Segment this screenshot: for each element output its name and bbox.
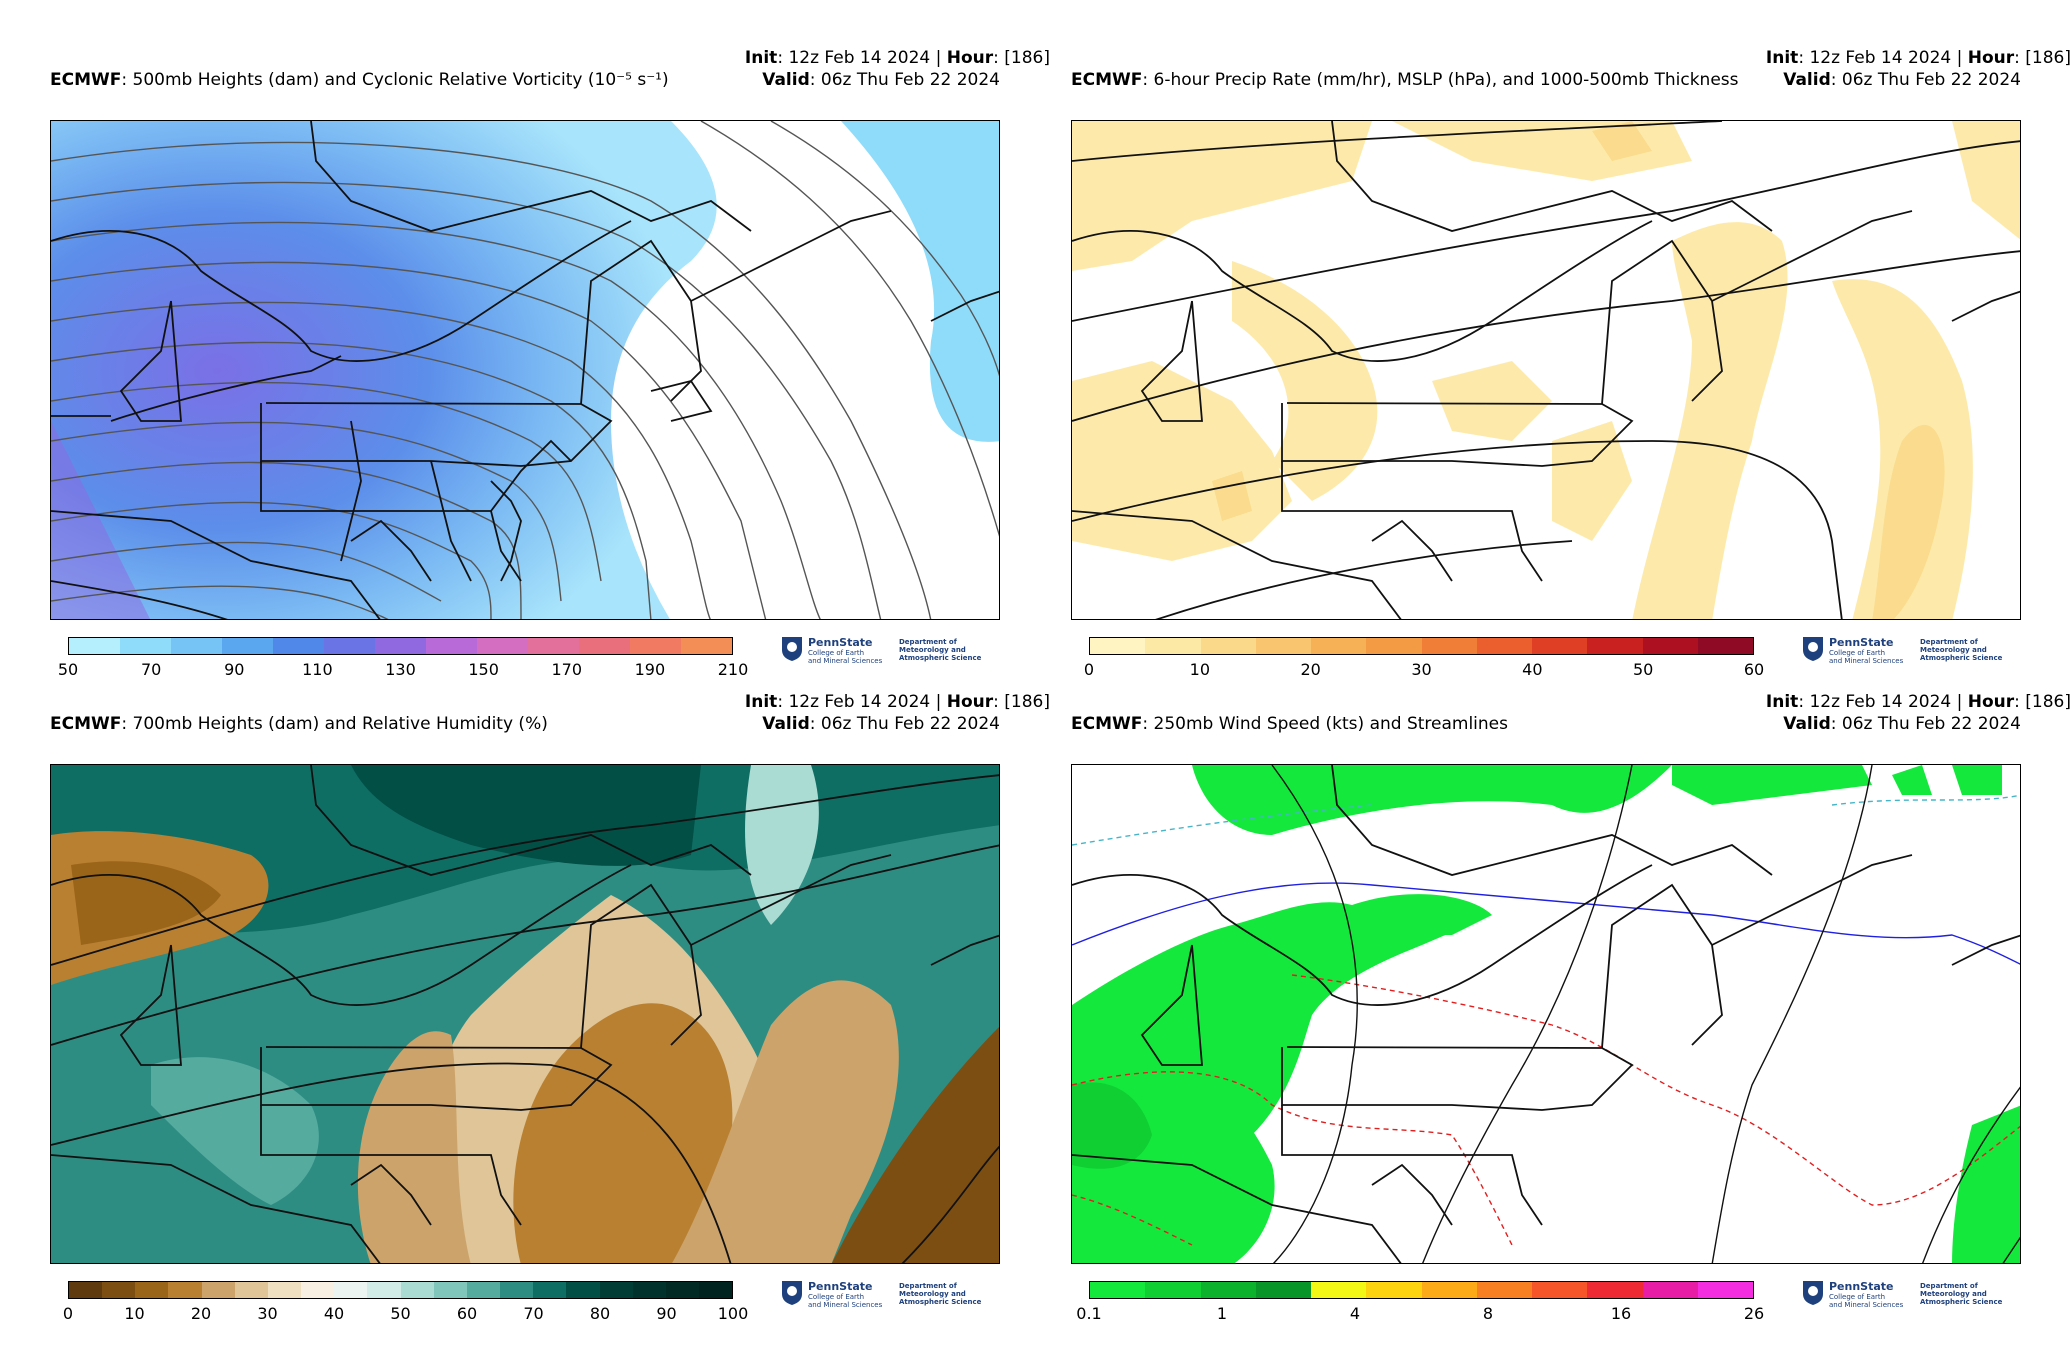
tick-label: 110 <box>302 660 333 679</box>
tick-label: 70 <box>523 1304 544 1323</box>
colorbar <box>1089 637 1754 655</box>
valid-line: Valid: 06z Thu Feb 22 2024 <box>1783 714 2021 734</box>
tick-label: 8 <box>1482 1304 1494 1323</box>
colorbar-ticks: 0 10 20 30 40 50 60 <box>1084 660 1764 680</box>
tick-label: 60 <box>456 1304 478 1323</box>
panel-title: ECMWF: 250mb Wind Speed (kts) and Stream… <box>1071 714 1508 734</box>
tick-label: 150 <box>468 660 499 679</box>
tick-label: 50 <box>57 660 79 679</box>
panel-700mb-rh: Init: 12z Feb 14 2024 | Hour: [186] ECMW… <box>50 690 1050 1330</box>
colorbar <box>68 1281 733 1299</box>
tick-label: 16 <box>1610 1304 1632 1323</box>
tick-label: 10 <box>1189 660 1211 679</box>
tick-label: 26 <box>1743 1304 1765 1323</box>
tick-label: 130 <box>385 660 416 679</box>
tick-label: 100 <box>717 1304 749 1323</box>
tick-label: 40 <box>1522 660 1543 679</box>
panel-title: ECMWF: 700mb Heights (dam) and Relative … <box>50 714 548 734</box>
colorbar-ticks: 0.1 1 4 8 16 26 <box>1076 1304 1764 1324</box>
init-line: Init: 12z Feb 14 2024 | Hour: [186] <box>744 692 1050 712</box>
valid-line: Valid: 06z Thu Feb 22 2024 <box>762 714 1000 734</box>
tick-label: 70 <box>140 660 162 679</box>
colorbar <box>68 637 733 655</box>
panel-title: ECMWF: 500mb Heights (dam) and Cyclonic … <box>50 70 669 90</box>
map-500mb <box>50 120 1000 620</box>
pennstate-logo: PennState College of Earth and Mineral S… <box>781 1278 991 1318</box>
valid-line: Valid: 06z Thu Feb 22 2024 <box>1783 70 2021 90</box>
init-line: Init: 12z Feb 14 2024 | Hour: [186] <box>744 48 1050 68</box>
tick-label: 40 <box>323 1304 345 1323</box>
tick-label: 80 <box>589 1304 611 1323</box>
tick-label: 50 <box>390 1304 411 1323</box>
tick-label: 1 <box>1216 1304 1228 1323</box>
map-250mb <box>1071 764 2021 1264</box>
panel-precip-mslp: Init: 12z Feb 14 2024 | Hour: [186] ECMW… <box>1071 46 2070 686</box>
tick-label: 90 <box>224 660 245 679</box>
tick-label: 170 <box>551 660 583 679</box>
pennstate-logo: PennState College of Earth and Mineral S… <box>781 634 991 674</box>
tick-label: 210 <box>717 660 749 679</box>
tick-label: 190 <box>634 660 666 679</box>
panel-250mb-wind: Init: 12z Feb 14 2024 | Hour: [186] ECMW… <box>1071 690 2070 1330</box>
tick-label: 30 <box>1411 660 1432 679</box>
colorbar-ticks: 0 10 20 30 40 50 60 70 80 90 100 <box>63 1304 748 1324</box>
colorbar <box>1089 1281 1754 1299</box>
tick-label: 0 <box>62 1304 74 1323</box>
map-700mb <box>50 764 1000 1264</box>
tick-label: 0.1 <box>1076 1304 1102 1323</box>
tick-label: 20 <box>190 1304 212 1323</box>
init-line: Init: 12z Feb 14 2024 | Hour: [186] <box>1765 692 2070 712</box>
tick-label: 4 <box>1349 1304 1361 1323</box>
tick-label: 0 <box>1083 660 1095 679</box>
valid-line: Valid: 06z Thu Feb 22 2024 <box>762 70 1000 90</box>
panel-title: ECMWF: 6-hour Precip Rate (mm/hr), MSLP … <box>1071 70 1739 90</box>
pennstate-logo: PennState College of Earth and Mineral S… <box>1802 634 2012 674</box>
tick-label: 60 <box>1743 660 1765 679</box>
pennstate-logo: PennState College of Earth and Mineral S… <box>1802 1278 2012 1318</box>
map-precip <box>1071 120 2021 620</box>
tick-label: 20 <box>1300 660 1321 679</box>
colorbar-ticks: 50 70 90 110 130 150 170 190 210 <box>58 660 748 680</box>
tick-label: 10 <box>124 1304 145 1323</box>
tick-label: 50 <box>1632 660 1654 679</box>
init-line: Init: 12z Feb 14 2024 | Hour: [186] <box>1765 48 2070 68</box>
panel-500mb-vorticity: Init: 12z Feb 14 2024 | Hour: [186] ECMW… <box>50 46 1050 686</box>
tick-label: 90 <box>656 1304 677 1323</box>
tick-label: 30 <box>257 1304 278 1323</box>
